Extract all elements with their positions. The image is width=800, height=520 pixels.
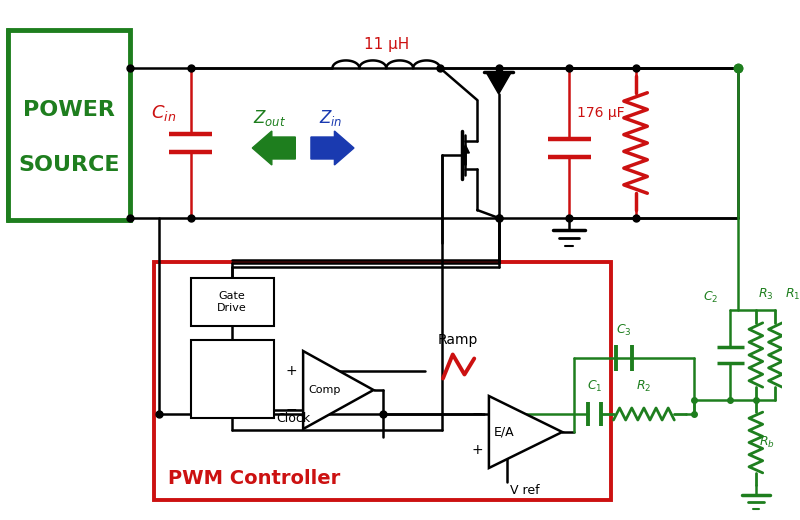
Text: +: + <box>471 443 483 457</box>
Polygon shape <box>486 72 511 94</box>
Text: PWM Controller: PWM Controller <box>168 469 341 488</box>
Text: $C_1$: $C_1$ <box>586 379 602 394</box>
Polygon shape <box>303 351 374 429</box>
Text: $C_2$: $C_2$ <box>703 290 718 305</box>
Text: $C_{in}$: $C_{in}$ <box>150 103 176 123</box>
FancyBboxPatch shape <box>190 340 274 418</box>
Text: $Z_{in}$: $Z_{in}$ <box>318 108 342 128</box>
Polygon shape <box>489 396 562 468</box>
Text: $R_b$: $R_b$ <box>758 434 774 450</box>
Text: 176 μF: 176 μF <box>577 106 625 120</box>
FancyArrow shape <box>311 131 354 165</box>
FancyBboxPatch shape <box>190 278 274 326</box>
Text: Ramp: Ramp <box>438 332 478 346</box>
Text: Gate
Drive: Gate Drive <box>217 291 246 313</box>
Text: $R_2$: $R_2$ <box>636 379 651 394</box>
Text: −: − <box>286 402 298 417</box>
Text: $C_3$: $C_3$ <box>616 323 632 338</box>
Text: $Z_{out}$: $Z_{out}$ <box>254 108 286 128</box>
Text: POWER: POWER <box>23 100 115 120</box>
Text: $R_3$: $R_3$ <box>758 287 774 302</box>
Text: Comp: Comp <box>308 385 340 395</box>
Text: V ref: V ref <box>510 484 540 497</box>
Text: +: + <box>286 363 298 378</box>
FancyBboxPatch shape <box>154 262 611 500</box>
FancyArrow shape <box>252 131 295 165</box>
FancyArrow shape <box>462 145 470 165</box>
Text: SOURCE: SOURCE <box>18 155 120 175</box>
Text: −: − <box>471 407 483 421</box>
Text: E/A: E/A <box>494 425 514 438</box>
Text: $R_1$: $R_1$ <box>785 287 800 302</box>
FancyBboxPatch shape <box>8 30 130 220</box>
Text: Clock: Clock <box>277 411 311 424</box>
Text: 11 μH: 11 μH <box>364 37 409 52</box>
